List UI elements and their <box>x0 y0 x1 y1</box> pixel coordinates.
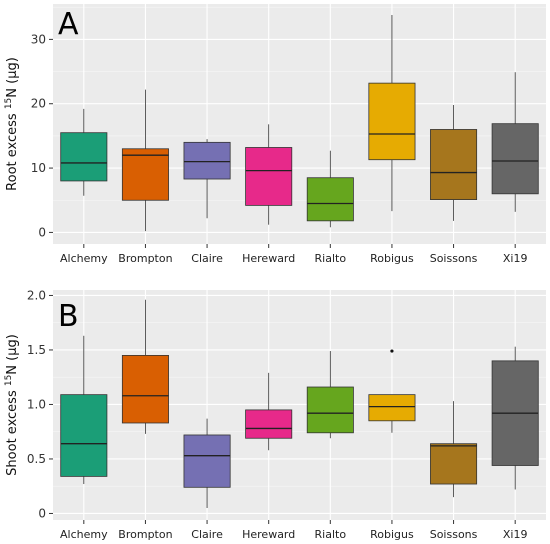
box-soissons <box>430 105 478 221</box>
category-label: Alchemy <box>60 252 108 265</box>
box-robigus <box>368 14 416 212</box>
category-label: Robigus <box>370 252 414 265</box>
box-brompton <box>121 89 169 232</box>
category-label: Claire <box>191 252 223 265</box>
box-rialto <box>306 150 354 228</box>
category-label: Hereward <box>242 252 295 265</box>
box-body <box>491 123 539 195</box>
y-tick-label: 1.0 <box>27 397 46 411</box>
category-label: Xi19 <box>503 528 528 541</box>
y-tick-label: 0.5 <box>27 452 46 466</box>
category-label: Soissons <box>430 528 478 541</box>
y-tick-label: 0 <box>38 506 46 520</box>
box-body <box>60 132 108 182</box>
box-body <box>430 443 478 485</box>
box-alchemy <box>60 335 108 485</box>
y-tick-label: 10 <box>31 161 46 175</box>
box-body <box>245 409 293 439</box>
y-axis-title: Root excess 15N (µg) <box>4 57 20 191</box>
box-claire <box>183 139 231 219</box>
box-rialto <box>306 351 354 439</box>
category-label: Brompton <box>118 528 172 541</box>
box-xi19 <box>491 72 539 212</box>
y-tick-label: 20 <box>31 97 46 111</box>
box-alchemy <box>60 108 108 196</box>
panel-label: A <box>58 7 79 42</box>
box-body <box>430 129 478 201</box>
box-claire <box>183 418 231 509</box>
box-body <box>60 394 108 477</box>
category-label: Rialto <box>315 528 347 541</box>
category-label: Rialto <box>315 252 347 265</box>
y-tick-label: 1.5 <box>27 343 46 357</box>
box-body <box>121 148 169 201</box>
panel-b: 0 0.5 1.0 1.5 2.0 Alchemy Brompton Claire Herewa… <box>4 288 546 541</box>
box-body <box>183 141 231 180</box>
outlier-point <box>390 349 394 353</box>
box-xi19 <box>491 346 539 490</box>
box-body <box>121 355 169 424</box>
box-body <box>183 434 231 488</box>
box-hereward <box>245 372 293 451</box>
category-label: Hereward <box>242 528 295 541</box>
box-body <box>368 394 416 422</box>
category-label: Robigus <box>370 528 414 541</box>
y-axis-title: Shoot excess 15N (µg) <box>4 334 20 476</box>
box-body <box>306 177 354 222</box>
box-robigus <box>368 349 416 433</box>
box-body <box>306 386 354 434</box>
panel-a: 0 10 20 30 Alchemy Brompton Claire Hereward Rial… <box>4 4 546 265</box>
category-label: Brompton <box>118 252 172 265</box>
panel-label: B <box>58 299 79 334</box>
category-label: Soissons <box>430 252 478 265</box>
plot-background <box>53 4 546 244</box>
category-label: Claire <box>191 528 223 541</box>
category-label: Alchemy <box>60 528 108 541</box>
box-body <box>368 82 416 161</box>
y-tick-label: 0 <box>38 225 46 239</box>
box-brompton <box>121 299 169 434</box>
box-soissons <box>430 401 478 498</box>
y-tick-label: 2.0 <box>27 288 46 302</box>
category-label: Xi19 <box>503 252 528 265</box>
box-body <box>245 147 293 206</box>
box-hereward <box>245 124 293 225</box>
y-tick-label: 30 <box>31 32 46 46</box>
